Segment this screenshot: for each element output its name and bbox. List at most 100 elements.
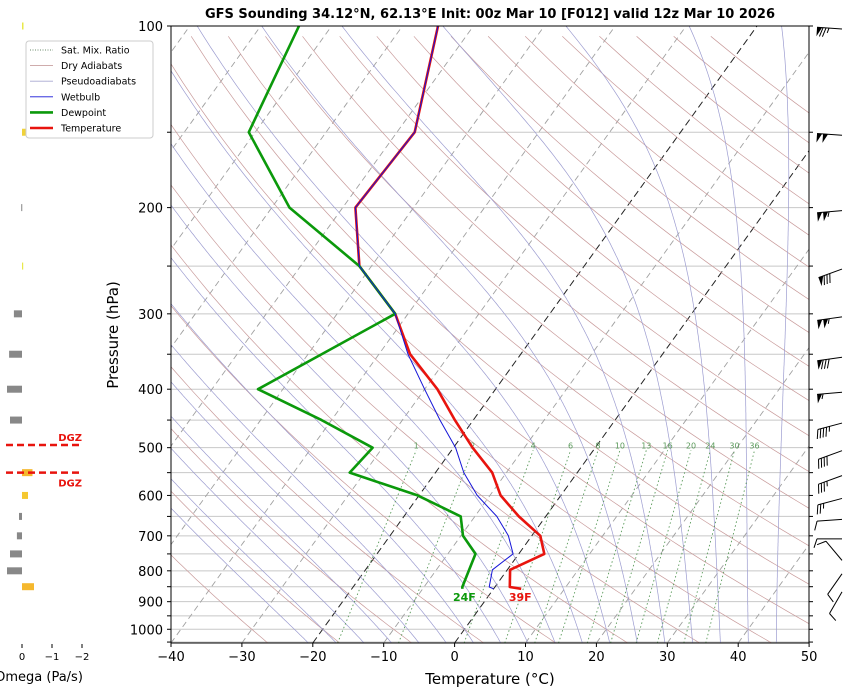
x-tick-label: 0 [450, 650, 458, 665]
omega-bar-upward [22, 491, 28, 499]
omega-bar-downward [10, 416, 22, 424]
pseudoadiabat [775, 26, 790, 643]
barb-full [821, 27, 827, 37]
barb-full [820, 359, 824, 370]
barb-pennant [817, 360, 823, 370]
wind-barb [817, 356, 843, 370]
mixing-ratio-line [504, 450, 571, 643]
omega-bar-downward [10, 550, 22, 558]
highlight-isotherm [312, 26, 758, 643]
wetbulb-line [354, 26, 514, 590]
legend-label: Temperature [60, 124, 121, 135]
dry-adiabat [636, 36, 809, 174]
wind-barb [817, 391, 843, 404]
isotherm [171, 26, 262, 152]
wind-barb [816, 26, 843, 37]
isotherm [383, 51, 809, 643]
barb-staff [817, 132, 843, 136]
wind-barb [818, 450, 843, 469]
mixing-ratio-line [398, 450, 474, 643]
x-tick-label: 30 [659, 650, 676, 665]
isotherm [171, 26, 403, 349]
pseudoadiabat [171, 257, 502, 643]
barb-pennant [823, 211, 829, 222]
mixing-ratio-label: 30 [729, 441, 739, 450]
legend-box [25, 40, 154, 139]
isotherm [808, 642, 809, 643]
omega-bar-downward [19, 512, 22, 520]
pseudoadiabat [171, 381, 420, 643]
y-tick-label: 300 [138, 308, 163, 323]
y-tick-label: 200 [138, 202, 163, 217]
isotherm [171, 26, 545, 546]
legend-label: Wetbulb [61, 92, 100, 103]
dry-adiabat [171, 554, 269, 643]
barb-pennant [823, 318, 829, 329]
dry-adiabat [228, 36, 809, 547]
omega-bar-upward [22, 128, 26, 136]
wind-barb [816, 422, 843, 440]
wind-barb [817, 316, 843, 330]
barb-full [826, 358, 830, 369]
omega-bar-upward [22, 262, 24, 270]
legend-label: Dewpoint [61, 108, 106, 119]
y-tick-label: 1000 [130, 623, 163, 638]
pseudoadiabat [171, 204, 529, 643]
barb-pennant [816, 27, 823, 37]
pseudoadiabat [171, 507, 309, 643]
dry-adiabat [302, 36, 809, 473]
mixing-ratio-label: 20 [686, 441, 696, 450]
isotherm [525, 248, 809, 643]
dry-adiabat [171, 244, 629, 643]
omega-bar-upward [22, 583, 34, 591]
surface-temperature-label: 39F [509, 591, 532, 604]
pseudoadiabat [261, 26, 638, 643]
plot-frame [170, 25, 810, 644]
mixing-ratio-line [656, 450, 711, 643]
pseudoadiabat [341, 26, 666, 643]
dry-adiabat [710, 36, 809, 114]
barb-full [816, 504, 819, 515]
mixing-ratio-line [558, 450, 621, 643]
barb-pennant [817, 393, 823, 404]
barb-staff [817, 518, 843, 522]
isotherm [241, 26, 687, 643]
x-tick-label: −30 [228, 650, 255, 665]
barb-half [827, 318, 830, 324]
barb-full [813, 538, 818, 548]
axes: 24F 39F −40 −30 −20 −10 0 10 20 30 40 50 100 200 300 40… [130, 20, 817, 665]
barb-full [816, 540, 827, 546]
omega-bar-downward [9, 350, 22, 358]
pseudoadiabat [171, 143, 556, 643]
y-axis-label: Pressure (hPa) [104, 281, 122, 389]
background-lines: 1 2 4 6 8 10 13 16 20 24 30 36 [171, 26, 809, 643]
wind-barb [827, 573, 843, 603]
sounding-profiles [247, 26, 546, 591]
barb-staff [817, 497, 843, 506]
omega-bar-downward [21, 204, 23, 212]
omega-axis-label: Omega (Pa/s) [0, 670, 83, 685]
wind-barb [814, 518, 843, 531]
dry-adiabat [171, 123, 772, 643]
wind-barb [818, 475, 843, 494]
dry-adiabat [450, 36, 809, 333]
dry-adiabat [673, 36, 809, 144]
barb-staff [825, 540, 843, 561]
x-tick-label: −10 [370, 650, 397, 665]
wind-barb [817, 210, 843, 222]
x-axis-label: Temperature (°C) [424, 670, 554, 688]
barb-full [819, 504, 822, 514]
barb-full [818, 27, 824, 37]
dry-adiabat [190, 36, 809, 585]
dry-adiabat [265, 36, 809, 509]
barb-full [814, 521, 818, 531]
wind-barb [816, 540, 843, 561]
chart-title: GFS Sounding 34.12°N, 62.13°E Init: 00z … [205, 7, 775, 22]
y-tick-label: 900 [138, 596, 163, 611]
barb-staff [818, 475, 843, 485]
barb-full [829, 613, 837, 621]
barb-half [826, 27, 830, 34]
dry-adiabat [599, 36, 809, 205]
x-tick-label: 40 [730, 650, 747, 665]
